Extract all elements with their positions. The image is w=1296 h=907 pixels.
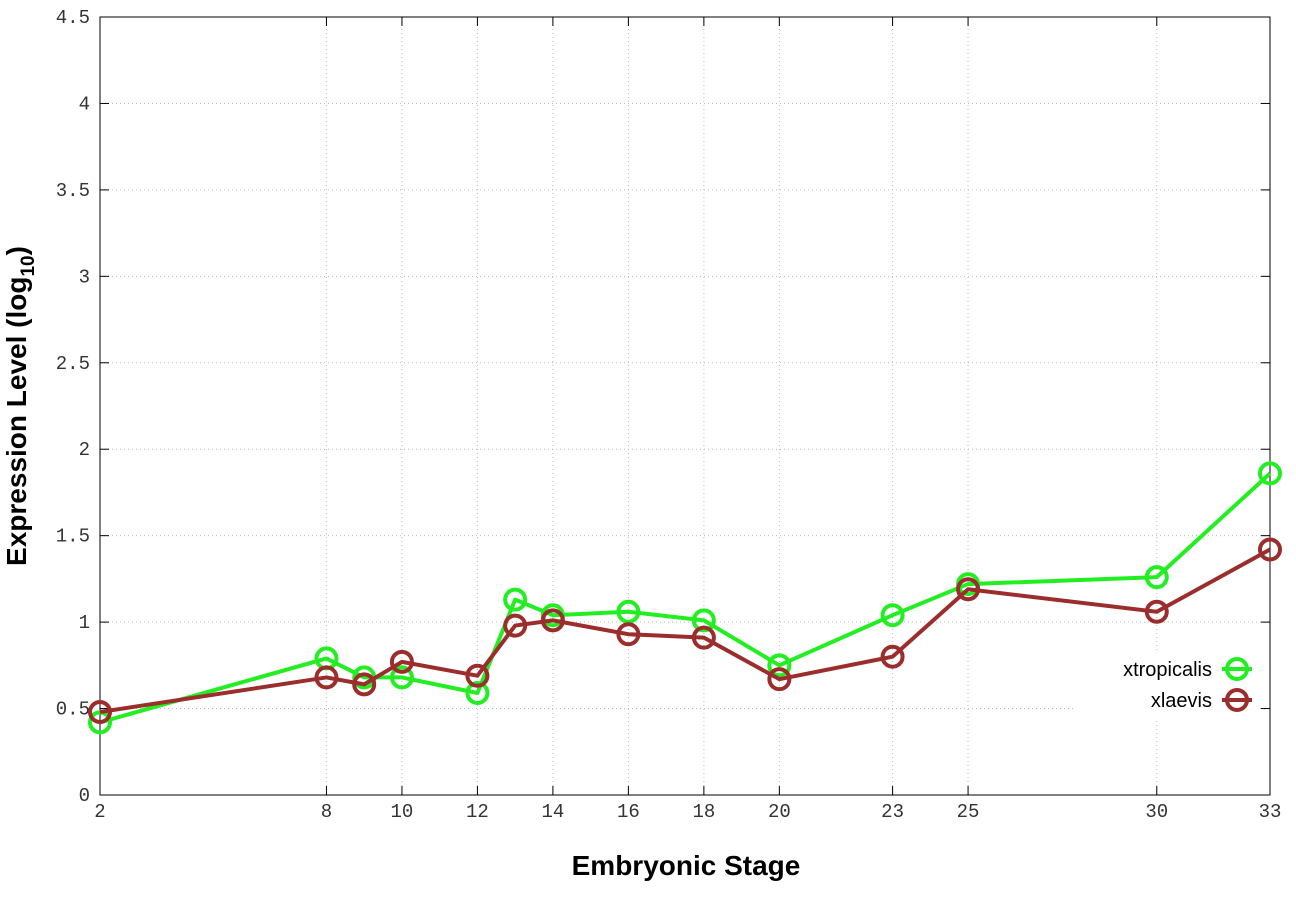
data-point [503, 587, 528, 612]
y-axis-label: Expression Level (log10) [1, 246, 39, 566]
data-point [880, 644, 905, 669]
y-tick-label: 3 [79, 266, 90, 288]
y-tick-label: 1.5 [56, 526, 90, 548]
x-tick-label: 10 [391, 801, 414, 823]
x-tick-label: 30 [1145, 801, 1168, 823]
data-point [465, 680, 490, 705]
y-tick-label: 4 [79, 93, 90, 115]
data-point [691, 625, 716, 650]
x-tick-label: 14 [541, 801, 564, 823]
data-point [616, 622, 641, 647]
data-point [691, 608, 716, 633]
y-tick-label: 0 [79, 785, 90, 807]
legend-label: xlaevis [1151, 690, 1212, 712]
data-point [465, 663, 490, 688]
x-tick-label: 12 [466, 801, 489, 823]
data-point [956, 577, 981, 602]
y-tick-label: 2 [79, 439, 90, 461]
data-point [503, 613, 528, 638]
data-point [314, 665, 339, 690]
x-tick-label: 25 [957, 801, 980, 823]
x-tick-label: 33 [1259, 801, 1282, 823]
data-point [352, 672, 377, 697]
data-point [88, 710, 112, 735]
data-point [389, 649, 414, 674]
x-axis-label: Embryonic Stage [572, 850, 801, 881]
data-point [389, 665, 414, 690]
data-point [1258, 537, 1282, 562]
y-tick-label: 4.5 [56, 7, 90, 29]
legend-marker [1225, 657, 1249, 681]
y-tick-label: 3.5 [56, 180, 90, 202]
data-point [88, 700, 112, 725]
data-point [1258, 461, 1282, 486]
legend-label: xtropicalis [1123, 659, 1212, 681]
data-point [1144, 599, 1169, 624]
data-point [880, 603, 905, 628]
plot-frame [99, 16, 1271, 796]
x-tick-label: 18 [692, 801, 715, 823]
x-tick-label: 23 [881, 801, 904, 823]
data-point [1144, 565, 1169, 590]
x-tick-label: 20 [768, 801, 791, 823]
data-point [767, 667, 792, 692]
x-tick-label: 2 [94, 801, 105, 823]
x-tick-label: 16 [617, 801, 640, 823]
data-point [767, 653, 792, 678]
y-tick-label: 0.5 [56, 699, 90, 721]
data-point [540, 608, 565, 633]
legend-marker [1225, 688, 1249, 712]
series-line [99, 547, 1271, 714]
x-tick-label: 8 [321, 801, 332, 823]
y-tick-label: 1 [79, 612, 90, 634]
data-point [616, 599, 641, 624]
y-tick-label: 2.5 [56, 353, 90, 375]
